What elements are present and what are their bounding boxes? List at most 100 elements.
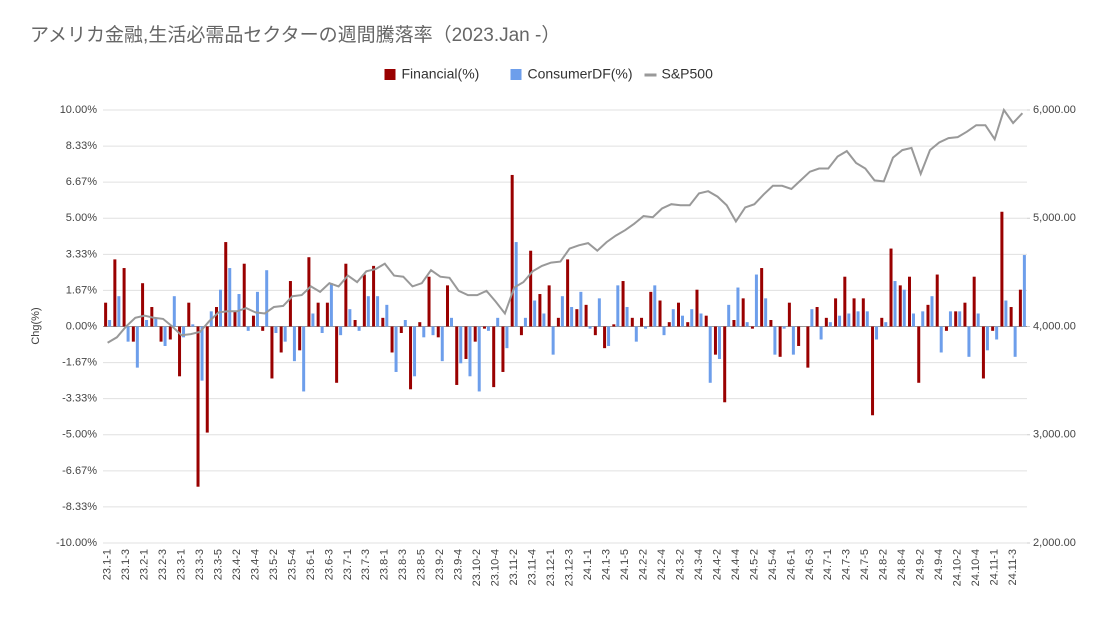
x-tick-label: 24.9-2 [915, 549, 927, 580]
bar [967, 326, 971, 357]
bar [418, 322, 422, 327]
x-tick-label: 24.7-1 [822, 549, 834, 580]
x-tick-label: 24.3-2 [674, 549, 686, 580]
bar [292, 326, 296, 362]
y-tick-label: -6.67% [62, 465, 97, 477]
x-tick-label: 23.12-1 [545, 549, 557, 586]
bar [902, 289, 906, 327]
x-tick-label: 24.10-4 [970, 549, 982, 586]
bar [912, 313, 915, 327]
bar [612, 324, 616, 327]
bar [948, 311, 952, 327]
bar [265, 270, 269, 327]
bar [505, 326, 509, 349]
bar [939, 326, 943, 353]
bar [514, 242, 518, 327]
bar [985, 326, 989, 351]
bar [436, 326, 440, 338]
bar [542, 313, 546, 327]
bar [944, 326, 948, 331]
bar [482, 326, 486, 329]
bar [366, 296, 370, 327]
x-tick-label: 23.6-1 [305, 549, 317, 580]
bar [431, 326, 435, 336]
bar [621, 281, 625, 327]
bar [579, 291, 583, 327]
y-tick-label: 0.00% [66, 320, 97, 332]
bar [205, 326, 209, 433]
bar [630, 317, 634, 327]
bar [815, 307, 819, 327]
bar [736, 287, 740, 327]
bar [298, 326, 302, 351]
bar [704, 315, 708, 327]
bar [723, 326, 727, 403]
bar [302, 326, 306, 392]
bar [898, 285, 902, 327]
x-tick-label: 23.9-4 [453, 549, 465, 580]
bar [477, 326, 481, 392]
bar [893, 281, 897, 327]
y-tick-label: 5.00% [66, 212, 97, 224]
x-tick-label: 24.8-4 [896, 549, 908, 580]
bar [690, 309, 694, 327]
x-tick-label: 24.4-4 [730, 549, 742, 580]
bar [311, 313, 315, 327]
x-tick-label: 24.1-3 [600, 549, 612, 580]
line-series [107, 107, 1024, 344]
x-tick-label: 23.11-4 [527, 549, 539, 586]
bar [865, 311, 869, 327]
bar [255, 291, 259, 327]
x-tick-label: 24.5-4 [767, 549, 779, 580]
bar [320, 326, 324, 333]
x-tick-label: 24.2-2 [637, 549, 649, 580]
x-tick-label: 24.11-3 [1007, 549, 1019, 586]
bar [219, 289, 222, 327]
bar [566, 259, 570, 327]
bar [708, 326, 712, 383]
bar [871, 326, 875, 416]
y2-tick-label: 2,000.00 [1033, 537, 1076, 549]
bar [658, 300, 662, 327]
x-tick-label: 23.8-5 [416, 549, 428, 580]
x-tick-label: 23.11-2 [508, 549, 520, 586]
bar [954, 311, 958, 327]
x-tick-label: 23.1-3 [120, 549, 132, 580]
bar [1022, 255, 1026, 327]
x-tick-label: 24.7-3 [841, 549, 853, 580]
bar [773, 326, 777, 355]
bar [741, 298, 745, 327]
bar [126, 326, 130, 342]
bar [145, 320, 149, 327]
legend-swatch [510, 69, 522, 80]
chart-title: アメリカ金融,生活必需品セクターの週間騰落率（2023.Jan -） [30, 24, 560, 46]
y2-tick-label: 4,000.00 [1033, 320, 1076, 332]
x-tick-label: 23.5-4 [286, 549, 298, 580]
x-tick-label: 24.6-1 [785, 549, 797, 580]
bar [935, 274, 939, 327]
bar [464, 326, 468, 359]
bar [307, 257, 311, 327]
bar [884, 322, 888, 327]
bar [607, 326, 611, 346]
bar [760, 268, 764, 327]
bar [440, 326, 444, 362]
bar [754, 274, 758, 327]
bar [856, 311, 860, 327]
x-tick-label: 23.3-3 [194, 549, 206, 580]
bar [154, 317, 158, 327]
bar [625, 307, 629, 327]
x-tick-label: 23.5-2 [268, 549, 280, 580]
bar [750, 326, 754, 329]
bar [261, 326, 265, 331]
bar [644, 326, 648, 329]
y-tick-label: 8.33% [66, 140, 97, 152]
bar [653, 285, 657, 327]
bar [1018, 289, 1022, 327]
x-tick-label: 23.7-1 [342, 549, 354, 580]
bar [782, 326, 786, 329]
bar [686, 322, 690, 327]
bar [191, 324, 195, 327]
x-tick-label: 24.5-2 [748, 549, 760, 580]
bar [422, 326, 426, 338]
